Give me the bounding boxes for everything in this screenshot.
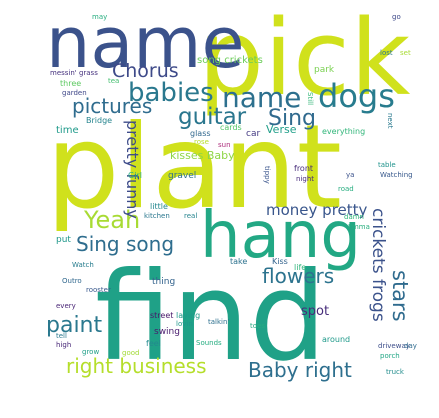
word-chorus: Chorus [112,60,179,82]
word-song-crickets: song crickets [197,55,263,66]
word-kitchen: kitchen [144,212,170,220]
word-messin-grass: messin' grass [50,69,98,77]
word-name-large: name [46,2,245,84]
word-next: next [386,113,394,129]
word-glass: glass [190,129,211,138]
word-street: street [150,311,174,320]
word-gravel: gravel [168,171,197,181]
word-ya: ya [346,171,355,179]
word-pretty-funny: pretty funny [123,120,142,219]
word-verse: Verse [266,123,297,136]
word-put: put [56,235,71,245]
word-pictures: pictures [72,94,153,118]
word-may: may [92,13,108,21]
word-three: three [60,79,82,88]
word-night: night [296,175,315,183]
word-sounds: Sounds [196,339,222,347]
word-park: park [314,65,335,75]
word-stars: stars [388,270,412,322]
word-life: life [294,263,307,272]
word-garden: garden [62,89,87,97]
word-watching: Watching [380,171,413,179]
word-pick: pick [198,0,411,119]
word-cards: cards [220,123,242,132]
word-dogs: dogs [318,77,395,115]
word-kiss: Kiss [272,257,288,266]
word-guitar: guitar [178,104,247,130]
word-go: go [392,13,401,21]
word-driveway: driveway [378,342,410,350]
word-spot: spot [301,304,330,319]
word-table: table [378,161,396,169]
word-baby-right: Baby right [248,358,352,382]
word-flowers: flowers [262,264,335,288]
word-grow: grow [82,348,100,356]
word-still: Still [306,92,314,106]
word-laying: laying [176,311,201,320]
word-bridge: Bridge [86,116,113,125]
word-good: good [122,349,140,357]
word-watch: Watch [72,261,94,269]
word-damn: damn [344,213,364,221]
word-take: take [230,257,248,266]
word-tippy: tippy [263,166,271,184]
word-lovin: lovin [176,320,193,328]
word-crickets-frogs: crickets frogs [368,208,388,322]
word-outro: Outro [62,277,82,285]
word-money-pretty: money pretty [266,201,368,219]
word-truck: truck [386,368,404,376]
word-sun: sun [218,141,231,149]
word-high: high [56,341,72,349]
word-real: real [184,212,198,220]
word-feel: feel [146,339,161,348]
word-front: front [294,164,314,173]
word-time: time [56,125,79,136]
word-thing: thing [152,277,176,287]
word-sing: Sing [268,106,316,131]
word-plant: plant [46,100,342,235]
word-every: every [56,302,76,310]
word-swing: swing [154,327,180,337]
word-car: car [246,129,261,139]
word-girl: Girl [128,171,142,180]
word-kisses-baby: kisses Baby [170,149,235,162]
word-toes: toes [250,322,265,330]
word-babies: babies [128,78,214,108]
word-right-business: right business [66,354,207,378]
word-around: around [322,335,351,344]
word-everything: everything [322,127,366,136]
word-immma: I'mma [348,223,370,231]
word-talkin: talkin' [208,318,230,326]
word-rose: rose [194,138,209,146]
word-rooster: rooster [86,286,111,294]
word-yeah: Yeah [84,206,141,234]
word-set: set [400,49,411,57]
word-tea: tea [108,77,120,85]
word-lost: lost [380,49,393,57]
word-hang: hang [200,199,361,273]
word-road: road [338,185,354,193]
word-sing-song: Sing song [76,232,175,256]
word-little: little [150,202,168,211]
word-paint: paint [46,313,103,338]
word-name-medium: name [222,81,302,114]
word-tell: tell [56,332,67,340]
word-porch: porch [380,352,400,360]
word-find: find [95,246,327,388]
word-day: day [404,342,417,350]
